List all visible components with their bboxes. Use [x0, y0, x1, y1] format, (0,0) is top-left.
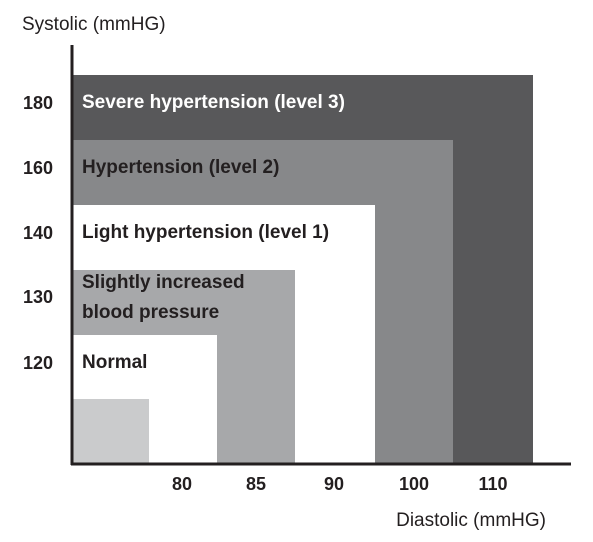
y-tick-label: 130: [23, 287, 53, 307]
zone-rect-5: [73, 399, 149, 464]
y-tick-label: 140: [23, 223, 53, 243]
x-tick-label: 80: [172, 474, 192, 494]
y-tick-label: 180: [23, 93, 53, 113]
zone-label-3-0: Slightly increased: [82, 272, 245, 293]
x-tick-layer: 80 85 90 100 110: [172, 474, 508, 494]
x-axis-title: Diastolic (mmHG): [396, 510, 546, 531]
x-tick-label: 85: [246, 474, 266, 494]
zone-label-2-0: Light hypertension (level 1): [82, 222, 329, 243]
x-tick-label: 100: [399, 474, 429, 494]
zone-label-0-0: Severe hypertension (level 3): [82, 92, 345, 113]
y-tick-label: 120: [23, 353, 53, 373]
zone-label-layer: Severe hypertension (level 3) Hypertensio…: [82, 92, 345, 373]
zone-label-4-0: Normal: [82, 352, 147, 373]
zone-label-3-1: blood pressure: [82, 302, 219, 323]
y-tick-layer: 120 130 140 160 180: [23, 93, 53, 373]
y-tick-label: 160: [23, 158, 53, 178]
x-tick-label: 90: [324, 474, 344, 494]
y-axis-title: Systolic (mmHG): [22, 14, 166, 35]
zone-label-1-0: Hypertension (level 2): [82, 157, 279, 178]
zone-layer: [73, 75, 533, 464]
x-tick-label: 110: [478, 474, 507, 494]
